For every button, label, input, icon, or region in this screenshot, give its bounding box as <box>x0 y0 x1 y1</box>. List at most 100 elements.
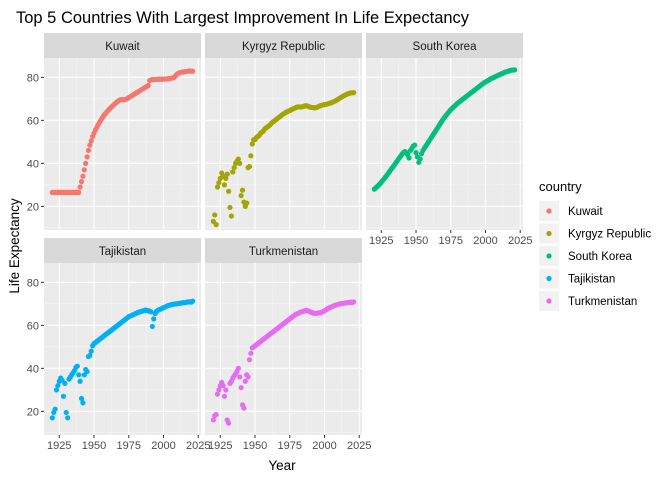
x-axis-title: Year <box>268 458 296 473</box>
data-point <box>246 163 253 170</box>
data-point <box>84 368 90 375</box>
strip-kyrgyz-republic <box>205 33 362 58</box>
gridlines-kuwait <box>44 58 201 230</box>
y-tick-label: 80 <box>27 72 39 84</box>
data-point <box>248 153 254 159</box>
data-point <box>77 378 83 384</box>
data-point <box>87 142 93 148</box>
series-kyrgyz-republic <box>210 90 357 228</box>
data-point <box>235 365 241 371</box>
data-point <box>413 150 419 156</box>
data-point <box>406 155 412 161</box>
data-point <box>351 90 357 96</box>
y-tick-label: 80 <box>27 277 39 289</box>
data-point <box>412 142 418 148</box>
data-point <box>242 378 248 384</box>
data-point <box>76 189 82 195</box>
strip-label-south-korea: South Korea <box>413 41 478 53</box>
y-tick-label: 20 <box>27 406 39 418</box>
data-point <box>77 184 83 190</box>
data-point <box>226 420 232 426</box>
data-point <box>220 382 226 389</box>
strip-label-kuwait: Kuwait <box>105 41 140 53</box>
series-kuwait <box>49 68 196 195</box>
data-point <box>60 393 67 399</box>
gridlines-tajikistan <box>44 263 201 435</box>
y-axes: 20 40 60 80 20 40 60 80 <box>27 72 44 418</box>
data-point <box>213 222 219 228</box>
data-point <box>237 160 243 166</box>
data-point <box>52 406 58 412</box>
legend-label: Turkmenistan <box>568 296 637 308</box>
plot-area-turkmenistan <box>205 263 362 435</box>
legend-item-turkmenistan: Turkmenistan <box>539 291 637 311</box>
legend-item-tajikistan: Tajikistan <box>539 268 615 289</box>
x-tick-label: 1925 <box>47 440 71 452</box>
data-point <box>241 405 247 411</box>
data-point <box>63 409 69 416</box>
strip-label-tajikistan: Tajikistan <box>99 246 146 258</box>
data-point <box>62 380 68 386</box>
legend-marker <box>546 275 552 282</box>
data-point <box>230 169 236 175</box>
legend-label: Kyrgyz Republic <box>568 229 651 241</box>
x-tick-label: 2025 <box>186 440 210 452</box>
legend-marker <box>546 208 552 214</box>
data-point <box>221 182 228 188</box>
data-point <box>216 180 222 186</box>
data-point <box>246 357 253 363</box>
data-point <box>190 68 196 74</box>
data-point <box>214 184 221 190</box>
strip-kuwait <box>44 33 201 58</box>
data-point <box>149 323 155 330</box>
legend-items: Kuwait Kyrgyz Republic South Korea Tajikist… <box>539 201 651 311</box>
data-point <box>190 298 196 304</box>
x-tick-label: 1975 <box>439 235 463 247</box>
plot-area-south-korea <box>366 58 523 230</box>
x-tick-label: 1950 <box>404 235 428 247</box>
series-turkmenistan <box>210 299 357 426</box>
y-tick-label: 40 <box>27 158 39 170</box>
data-point <box>53 387 60 393</box>
data-point <box>74 363 80 369</box>
legend-marker <box>546 298 552 304</box>
strip-label-turkmenistan: Turkmenistan <box>249 246 318 258</box>
data-point <box>49 415 55 421</box>
x-tick-label: 1925 <box>369 235 393 247</box>
series-south-korea <box>371 67 518 192</box>
data-point <box>78 179 85 185</box>
data-point <box>221 393 228 399</box>
data-point <box>226 188 232 194</box>
data-point <box>80 400 86 406</box>
panel-kuwait: Kuwait <box>44 33 201 230</box>
data-point <box>148 309 154 315</box>
data-point <box>235 156 241 162</box>
x-tick-label: 2000 <box>151 440 175 452</box>
data-point <box>224 171 230 177</box>
data-point <box>248 350 254 356</box>
gridlines-south-korea <box>366 58 523 230</box>
data-point <box>85 147 92 154</box>
data-point <box>87 352 93 359</box>
strip-tajikistan <box>44 238 201 263</box>
panel-tajikistan: Tajikistan <box>44 238 201 435</box>
strip-south-korea <box>366 33 523 58</box>
x-tick-label: 1975 <box>278 440 302 452</box>
legend-marker <box>546 230 552 237</box>
data-point <box>223 387 229 393</box>
data-point <box>88 138 94 144</box>
data-point <box>238 193 244 199</box>
x-tick-label: 1925 <box>208 440 232 452</box>
panel-kyrgyz-republic: Kyrgyz Republic <box>205 33 362 230</box>
x-tick-label: 1975 <box>117 440 141 452</box>
plot-area-kuwait <box>44 58 201 230</box>
y-tick-label: 40 <box>27 363 39 375</box>
data-point <box>84 154 90 160</box>
data-point <box>212 212 218 218</box>
panel-south-korea: South Korea <box>366 33 523 230</box>
data-point <box>145 82 151 89</box>
plot-area-kyrgyz-republic <box>205 58 362 230</box>
x-tick-label: 2000 <box>312 440 336 452</box>
